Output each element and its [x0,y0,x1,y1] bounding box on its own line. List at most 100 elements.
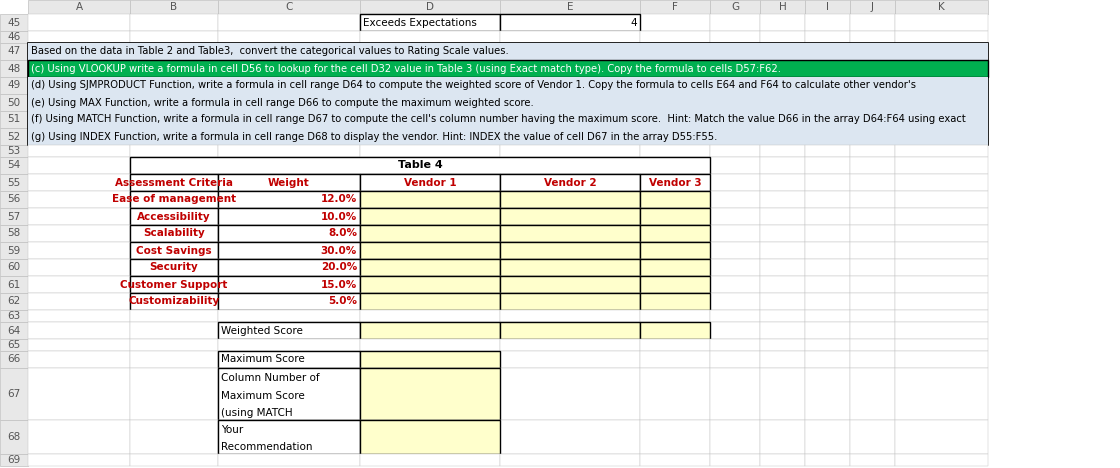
Bar [895,191,988,208]
Bar [500,322,640,339]
Bar [850,276,895,293]
Bar [805,14,850,31]
Text: 58: 58 [8,228,20,239]
Bar [500,14,640,31]
Text: 64: 64 [8,326,20,336]
Bar [640,322,710,339]
Text: Scalability: Scalability [143,228,205,239]
Bar [710,322,760,339]
Text: 59: 59 [8,246,20,256]
Bar [130,259,218,276]
Text: 5.0%: 5.0% [328,297,357,307]
Bar [640,225,710,242]
Bar [130,225,218,242]
Bar [218,420,360,454]
Text: G: G [731,2,739,12]
Bar [710,310,760,322]
Text: Security: Security [150,263,198,272]
Bar [640,276,710,293]
Bar [760,242,805,259]
Bar [850,191,895,208]
Bar [640,208,710,225]
Bar [130,191,218,208]
Bar [28,60,988,77]
Bar [710,225,760,242]
Bar [850,322,895,339]
Bar [0,276,28,293]
Bar [360,225,500,242]
Bar [130,276,218,293]
Bar [0,310,28,322]
Bar [895,454,988,466]
Bar [130,322,218,339]
Text: 66: 66 [8,354,20,365]
Bar [218,351,360,368]
Bar [218,293,360,310]
Bar [218,259,360,276]
Bar [28,420,130,454]
Bar [640,242,710,259]
Bar [710,208,760,225]
Bar [218,0,360,14]
Bar [640,368,710,420]
Bar [760,174,805,191]
Bar [640,351,710,368]
Bar [28,157,130,174]
Bar [760,293,805,310]
Text: Table 4: Table 4 [398,161,442,170]
Bar [895,259,988,276]
Bar [850,145,895,157]
Bar [710,0,760,14]
Bar [805,157,850,174]
Bar [500,293,640,310]
Bar [500,259,640,276]
Text: J: J [871,2,874,12]
Text: Customer Support: Customer Support [120,279,227,290]
Bar [895,242,988,259]
Bar [640,293,710,310]
Bar [360,174,500,191]
Bar [218,208,360,225]
Bar [0,293,28,310]
Text: Column Number of: Column Number of [221,373,319,383]
Text: 8.0%: 8.0% [328,228,357,239]
Bar [805,259,850,276]
Bar [640,276,710,293]
Text: Your: Your [221,425,243,435]
Bar [218,191,360,208]
Bar [640,242,710,259]
Bar [0,157,28,174]
Bar [805,454,850,466]
Bar [0,111,28,128]
Bar [895,276,988,293]
Bar [710,31,760,43]
Bar [710,454,760,466]
Bar [28,454,130,466]
Text: Recommendation: Recommendation [221,442,312,452]
Bar [895,145,988,157]
Text: (c) Using VLOOKUP write a formula in cell D56 to lookup for the cell D32 value i: (c) Using VLOOKUP write a formula in cel… [31,64,781,73]
Bar [360,191,500,208]
Text: F: F [672,2,678,12]
Text: (using MATCH: (using MATCH [221,408,292,418]
Bar [640,339,710,351]
Bar [360,174,500,191]
Text: 68: 68 [8,432,20,442]
Bar [218,368,360,420]
Bar [130,242,218,259]
Bar [360,191,500,208]
Bar [640,31,710,43]
Text: (f) Using MATCH Function, write a formula in cell range D67 to compute the cell': (f) Using MATCH Function, write a formul… [31,115,965,124]
Bar [895,31,988,43]
Bar [130,0,218,14]
Text: 55: 55 [8,177,20,188]
Text: (d) Using SJMPRODUCT Function, write a formula in cell range D64 to compute the : (d) Using SJMPRODUCT Function, write a f… [31,80,916,90]
Bar [500,208,640,225]
Bar [640,157,710,174]
Bar [850,368,895,420]
Bar [130,31,218,43]
Text: Weight: Weight [268,177,310,188]
Bar [640,420,710,454]
Bar [360,351,500,368]
Bar [360,293,500,310]
